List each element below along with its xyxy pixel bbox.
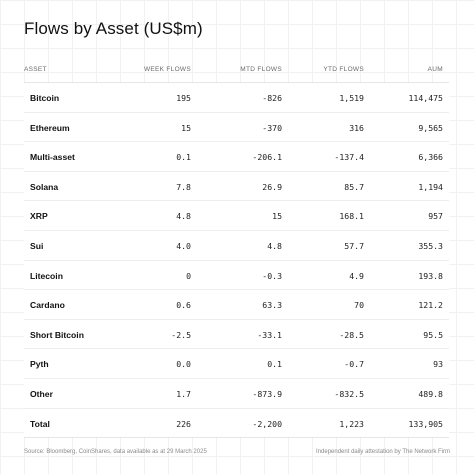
cell-week-flows: -2.5 — [171, 329, 191, 340]
cell-ytd-flows: -28.5 — [339, 329, 364, 340]
cell-aum: 93 — [433, 359, 443, 370]
table-row: Sui 4.0 4.8 57.7 355.3 — [24, 231, 449, 261]
table-row: Litecoin 0 -0.3 4.9 193.8 — [24, 261, 449, 291]
cell-asset: Litecoin — [30, 270, 63, 281]
cell-ytd-flows: 168.1 — [339, 211, 364, 222]
table-row: Pyth 0.0 0.1 -0.7 93 — [24, 349, 449, 379]
attestation-note: Independent daily attestation by The Net… — [316, 449, 450, 455]
table-row: Multi-asset 0.1 -206.1 -137.4 6,366 — [24, 142, 449, 172]
cell-mtd-flows: -2,200 — [252, 418, 282, 429]
cell-mtd-flows: 0.1 — [267, 359, 282, 370]
cell-week-flows: 4.8 — [176, 211, 191, 222]
table-row: Ethereum 15 -370 316 9,565 — [24, 113, 449, 143]
cell-week-flows: 226 — [176, 418, 191, 429]
cell-asset: Ethereum — [30, 122, 70, 133]
cell-aum: 489.8 — [418, 388, 443, 399]
table-row: Cardano 0.6 63.3 70 121.2 — [24, 290, 449, 320]
table-row: Total 226 -2,200 1,223 133,905 — [24, 409, 449, 438]
cell-mtd-flows: -33.1 — [257, 329, 282, 340]
cell-ytd-flows: 57.7 — [344, 240, 364, 251]
cell-week-flows: 0.1 — [176, 152, 191, 163]
table-row: Solana 7.8 26.9 85.7 1,194 — [24, 172, 449, 202]
cell-ytd-flows: 1,223 — [339, 418, 364, 429]
cell-ytd-flows: -0.7 — [344, 359, 364, 370]
cell-asset: Cardano — [30, 300, 65, 311]
table-header: ASSET WEEK FLOWS MTD FLOWS YTD FLOWS AUM — [24, 60, 449, 82]
cell-mtd-flows: -0.3 — [262, 270, 282, 281]
source-note: Source: Bloomberg, CoinShares, data avai… — [24, 449, 207, 455]
cell-aum: 133,905 — [408, 418, 443, 429]
cell-week-flows: 195 — [176, 93, 191, 103]
header-mtd-flows: MTD FLOWS — [240, 66, 282, 73]
cell-aum: 114,475 — [408, 93, 443, 103]
cell-aum: 95.5 — [423, 329, 443, 340]
cell-week-flows: 4.0 — [176, 240, 191, 251]
cell-aum: 121.2 — [418, 300, 443, 311]
cell-aum: 6,366 — [418, 152, 443, 163]
table-body: Bitcoin 195 -826 1,519 114,475 Ethereum 15 -370… — [24, 82, 449, 439]
cell-mtd-flows: -370 — [262, 122, 282, 133]
cell-ytd-flows: 4.9 — [349, 270, 364, 281]
cell-mtd-flows: 63.3 — [262, 300, 282, 311]
cell-ytd-flows: -832.5 — [334, 388, 364, 399]
cell-aum: 957 — [428, 211, 443, 222]
cell-asset: Pyth — [30, 359, 49, 370]
cell-asset: Total — [30, 418, 50, 429]
cell-week-flows: 1.7 — [176, 388, 191, 399]
cell-asset: Solana — [30, 181, 59, 192]
cell-week-flows: 0 — [186, 270, 191, 281]
cell-week-flows: 7.8 — [176, 181, 191, 192]
cell-ytd-flows: 85.7 — [344, 181, 364, 192]
cell-asset: Short Bitcoin — [30, 329, 84, 340]
cell-mtd-flows: 26.9 — [262, 181, 282, 192]
cell-week-flows: 0.0 — [176, 359, 191, 370]
table-row: Other 1.7 -873.9 -832.5 489.8 — [24, 379, 449, 409]
cell-ytd-flows: 1,519 — [339, 93, 364, 103]
cell-aum: 1,194 — [418, 181, 443, 192]
cell-asset: Sui — [30, 240, 44, 251]
cell-aum: 9,565 — [418, 122, 443, 133]
cell-asset: Multi-asset — [30, 152, 75, 163]
cell-aum: 355.3 — [418, 240, 443, 251]
cell-week-flows: 15 — [181, 122, 191, 133]
cell-ytd-flows: 70 — [354, 300, 364, 311]
header-ytd-flows: YTD FLOWS — [323, 66, 364, 73]
flows-table: ASSET WEEK FLOWS MTD FLOWS YTD FLOWS AUM… — [24, 60, 449, 439]
cell-mtd-flows: -873.9 — [252, 388, 282, 399]
cell-asset: XRP — [30, 211, 48, 222]
cell-ytd-flows: -137.4 — [334, 152, 364, 163]
cell-mtd-flows: -206.1 — [252, 152, 282, 163]
header-asset: ASSET — [24, 66, 47, 73]
cell-mtd-flows: 15 — [272, 211, 282, 222]
cell-week-flows: 0.6 — [176, 300, 191, 311]
cell-mtd-flows: -826 — [262, 93, 282, 103]
cell-ytd-flows: 316 — [349, 122, 364, 133]
table-row: Bitcoin 195 -826 1,519 114,475 — [24, 83, 449, 113]
cell-mtd-flows: 4.8 — [267, 240, 282, 251]
table-row: XRP 4.8 15 168.1 957 — [24, 201, 449, 231]
header-aum: AUM — [427, 66, 443, 73]
cell-asset: Other — [30, 388, 53, 399]
table-row: Short Bitcoin -2.5 -33.1 -28.5 95.5 — [24, 320, 449, 350]
cell-aum: 193.8 — [418, 270, 443, 281]
cell-asset: Bitcoin — [30, 93, 60, 103]
header-week-flows: WEEK FLOWS — [143, 66, 191, 73]
page-title: Flows by Asset (US$m) — [24, 19, 203, 38]
